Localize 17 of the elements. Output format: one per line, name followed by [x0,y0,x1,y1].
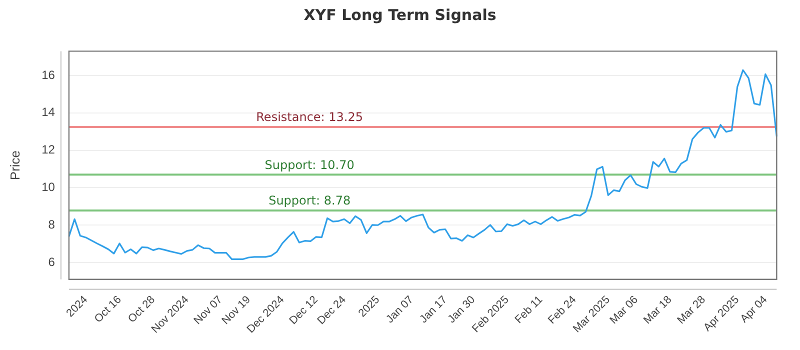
ref-line-label: Resistance: 13.25 [256,110,364,124]
y-tick-label: 6 [48,254,56,269]
chart-title: XYF Long Term Signals [302,6,498,24]
y-tick-label: 16 [42,68,56,82]
x-tick-label: Feb 11 [512,294,546,326]
y-tick-label: 10 [42,180,56,194]
ref-line-label: Support: 10.70 [264,158,354,172]
y-tick-label: 8 [48,217,56,232]
y-tick-label: 14 [42,105,56,120]
ref-line-label: Support: 8.78 [268,194,351,208]
x-tick-label: Mar 18 [642,294,674,327]
x-tick-label: Jan 07 [384,294,416,326]
x-tick-label: Oct 16 [92,294,124,326]
y-tick-label: 12 [42,142,56,157]
x-tick-label: Apr 04 [738,294,770,326]
x-tick-label: Mar 06 [608,294,641,327]
y-axis-title: Price [7,150,22,180]
